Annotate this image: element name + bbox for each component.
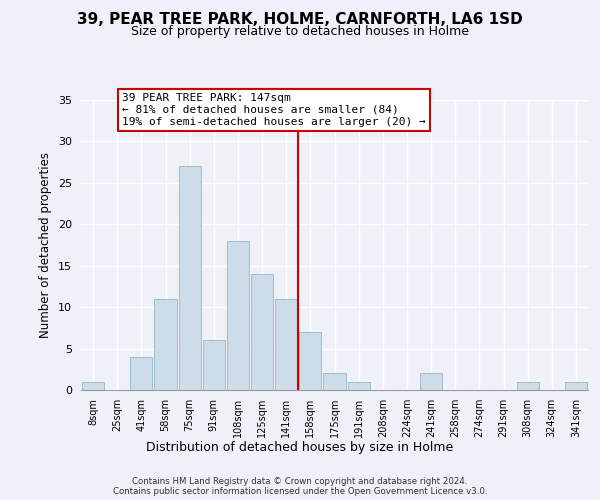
Bar xyxy=(227,241,249,390)
Bar xyxy=(82,382,104,390)
Bar xyxy=(130,357,152,390)
Bar xyxy=(420,374,442,390)
Bar xyxy=(565,382,587,390)
Bar xyxy=(203,340,225,390)
Text: Distribution of detached houses by size in Holme: Distribution of detached houses by size … xyxy=(146,441,454,454)
Bar xyxy=(251,274,273,390)
Text: Contains HM Land Registry data © Crown copyright and database right 2024.: Contains HM Land Registry data © Crown c… xyxy=(132,476,468,486)
Bar xyxy=(347,382,370,390)
Bar xyxy=(299,332,322,390)
Bar xyxy=(179,166,201,390)
Bar xyxy=(517,382,539,390)
Text: Contains public sector information licensed under the Open Government Licence v3: Contains public sector information licen… xyxy=(113,486,487,496)
Bar xyxy=(275,299,298,390)
Text: 39, PEAR TREE PARK, HOLME, CARNFORTH, LA6 1SD: 39, PEAR TREE PARK, HOLME, CARNFORTH, LA… xyxy=(77,12,523,28)
Text: 39 PEAR TREE PARK: 147sqm
← 81% of detached houses are smaller (84)
19% of semi-: 39 PEAR TREE PARK: 147sqm ← 81% of detac… xyxy=(122,94,426,126)
Bar xyxy=(154,299,176,390)
Bar xyxy=(323,374,346,390)
Text: Size of property relative to detached houses in Holme: Size of property relative to detached ho… xyxy=(131,25,469,38)
Y-axis label: Number of detached properties: Number of detached properties xyxy=(39,152,52,338)
